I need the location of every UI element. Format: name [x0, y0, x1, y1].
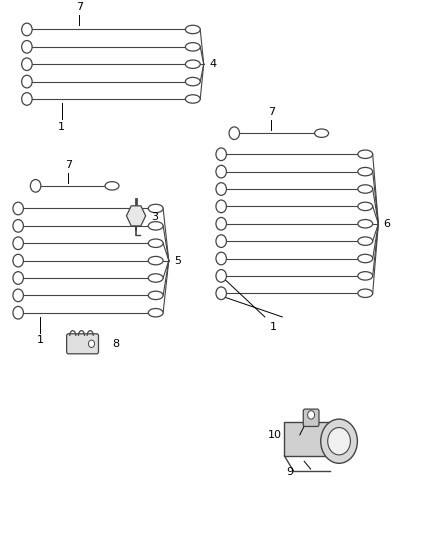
- Text: 6: 6: [384, 219, 391, 229]
- Ellipse shape: [358, 202, 373, 211]
- Circle shape: [30, 180, 41, 192]
- Circle shape: [21, 93, 32, 106]
- Circle shape: [229, 127, 240, 140]
- Ellipse shape: [358, 254, 373, 263]
- Circle shape: [21, 75, 32, 88]
- Circle shape: [216, 200, 226, 213]
- Text: 1: 1: [58, 122, 65, 132]
- Circle shape: [216, 217, 226, 230]
- Ellipse shape: [358, 289, 373, 297]
- Circle shape: [328, 427, 350, 455]
- Ellipse shape: [105, 182, 119, 190]
- Ellipse shape: [185, 25, 200, 34]
- Circle shape: [216, 270, 226, 282]
- Text: 1: 1: [36, 335, 43, 345]
- Circle shape: [216, 287, 226, 300]
- Ellipse shape: [358, 220, 373, 228]
- Ellipse shape: [148, 222, 163, 230]
- Circle shape: [13, 237, 23, 249]
- Ellipse shape: [148, 256, 163, 265]
- Polygon shape: [285, 422, 330, 456]
- FancyBboxPatch shape: [67, 334, 99, 354]
- Circle shape: [21, 58, 32, 70]
- Text: 3: 3: [151, 213, 158, 222]
- Ellipse shape: [185, 43, 200, 51]
- Ellipse shape: [185, 60, 200, 68]
- FancyBboxPatch shape: [303, 409, 319, 426]
- Text: 7: 7: [268, 107, 275, 117]
- Text: 1: 1: [270, 322, 277, 332]
- Ellipse shape: [148, 274, 163, 282]
- Circle shape: [216, 252, 226, 265]
- Text: 9: 9: [286, 467, 293, 477]
- Text: 7: 7: [65, 160, 72, 170]
- Ellipse shape: [314, 129, 328, 138]
- Circle shape: [216, 165, 226, 178]
- Text: 10: 10: [268, 430, 283, 440]
- Ellipse shape: [358, 272, 373, 280]
- Circle shape: [216, 183, 226, 195]
- Ellipse shape: [148, 309, 163, 317]
- Circle shape: [88, 340, 95, 348]
- Circle shape: [216, 148, 226, 160]
- Text: 7: 7: [76, 2, 83, 12]
- Circle shape: [21, 41, 32, 53]
- Ellipse shape: [148, 291, 163, 300]
- Circle shape: [13, 272, 23, 284]
- Circle shape: [13, 289, 23, 302]
- Circle shape: [13, 202, 23, 215]
- Ellipse shape: [358, 167, 373, 176]
- Circle shape: [216, 235, 226, 247]
- Ellipse shape: [358, 185, 373, 193]
- Text: 8: 8: [112, 339, 119, 349]
- Text: 4: 4: [209, 59, 216, 69]
- Ellipse shape: [185, 95, 200, 103]
- Circle shape: [13, 306, 23, 319]
- Ellipse shape: [185, 77, 200, 86]
- Text: 5: 5: [174, 256, 181, 265]
- Ellipse shape: [358, 150, 373, 158]
- Circle shape: [13, 254, 23, 267]
- Circle shape: [21, 23, 32, 36]
- Circle shape: [13, 220, 23, 232]
- Circle shape: [321, 419, 357, 463]
- Ellipse shape: [358, 237, 373, 245]
- Circle shape: [307, 410, 314, 419]
- Ellipse shape: [148, 204, 163, 213]
- Ellipse shape: [148, 239, 163, 247]
